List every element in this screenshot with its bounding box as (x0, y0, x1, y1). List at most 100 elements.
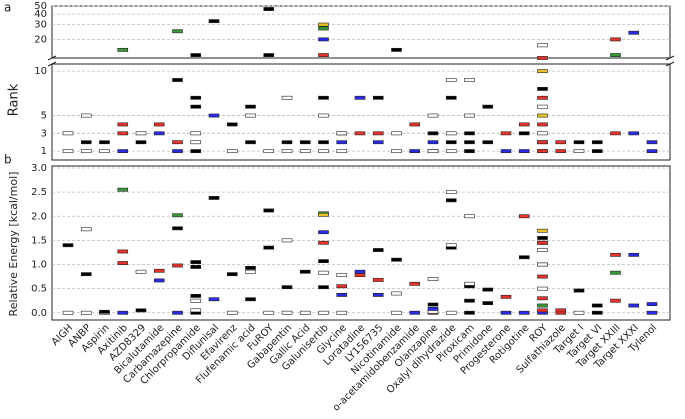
marker (190, 53, 202, 57)
marker (464, 149, 475, 154)
marker (537, 140, 548, 145)
marker (482, 140, 494, 145)
marker (190, 95, 202, 100)
marker (153, 268, 165, 273)
marker (573, 149, 585, 154)
marker (318, 22, 329, 27)
y-axis-label: Relative Energy [kcal/mol] (7, 172, 20, 317)
marker (445, 310, 457, 315)
marker (409, 281, 421, 286)
marker (391, 257, 402, 262)
marker (482, 104, 494, 109)
marker (336, 284, 348, 289)
y-axis-label: Rank (7, 83, 22, 116)
marker (190, 308, 202, 313)
marker (646, 149, 658, 154)
marker (281, 95, 293, 100)
marker (318, 230, 329, 235)
marker (245, 265, 256, 270)
marker (245, 297, 256, 302)
marker (318, 140, 329, 145)
marker (172, 140, 183, 145)
marker (299, 269, 311, 274)
y-tick-label: 1.0 (31, 260, 47, 271)
y-tick-label: 40 (34, 9, 47, 20)
marker (372, 248, 384, 252)
y-tick-label: 10 (34, 66, 47, 77)
marker (537, 274, 548, 279)
axis-break (47, 61, 57, 67)
marker (318, 240, 329, 245)
marker (537, 303, 548, 308)
marker (537, 240, 548, 245)
marker (537, 149, 548, 154)
axis-break (47, 55, 57, 61)
marker (445, 149, 457, 154)
marker (537, 113, 548, 118)
marker (117, 131, 129, 136)
marker (518, 214, 530, 219)
marker (354, 95, 366, 100)
marker (464, 140, 475, 145)
marker (500, 131, 512, 136)
marker (318, 310, 329, 315)
marker (62, 310, 74, 315)
marker (281, 140, 293, 145)
marker (537, 236, 548, 240)
marker (354, 131, 366, 136)
marker (409, 149, 421, 154)
marker (190, 293, 202, 298)
marker (190, 149, 202, 154)
marker (117, 122, 129, 127)
marker (172, 78, 183, 82)
marker (427, 140, 439, 145)
marker (263, 7, 275, 11)
marker (245, 140, 256, 145)
marker (628, 131, 640, 136)
marker (62, 131, 74, 136)
marker (172, 263, 183, 268)
upper-frame (51, 5, 671, 59)
marker (263, 208, 275, 213)
marker (646, 302, 658, 306)
panel-label: a (4, 1, 11, 15)
marker (318, 149, 329, 154)
marker (80, 113, 92, 118)
marker (537, 69, 548, 74)
marker (372, 95, 384, 100)
marker (318, 26, 329, 31)
marker (464, 281, 475, 286)
marker (500, 294, 512, 299)
marker (591, 303, 603, 308)
marker (445, 243, 457, 248)
marker (409, 122, 421, 127)
marker (518, 310, 530, 315)
marker (245, 269, 256, 274)
marker (464, 78, 475, 82)
marker (208, 113, 220, 118)
marker (263, 310, 275, 315)
marker (628, 30, 640, 35)
marker (518, 149, 530, 154)
marker (80, 272, 92, 277)
marker (336, 293, 348, 297)
marker (172, 29, 183, 34)
axis-break (665, 61, 675, 67)
marker (99, 140, 110, 145)
marker (208, 297, 220, 302)
marker (190, 131, 202, 136)
y-tick-label: 5 (41, 111, 47, 122)
marker (172, 226, 183, 231)
marker (518, 255, 530, 260)
marker (318, 37, 329, 42)
marker (537, 296, 548, 301)
marker (427, 277, 439, 281)
marker (573, 140, 585, 145)
marker (318, 270, 329, 275)
marker (537, 262, 548, 267)
panel-label: b (4, 153, 12, 167)
y-tick-label: 3.0 (31, 163, 47, 174)
marker (555, 140, 567, 145)
marker (391, 291, 402, 296)
marker (537, 228, 548, 233)
